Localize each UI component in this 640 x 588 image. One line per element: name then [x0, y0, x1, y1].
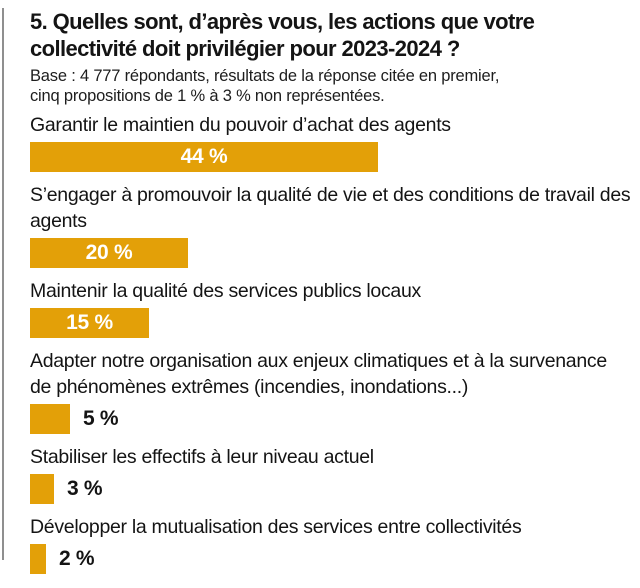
bar — [30, 474, 54, 504]
left-rule — [2, 8, 4, 560]
chart-title: 5. Quelles sont, d’après vous, les actio… — [30, 8, 634, 62]
bar — [30, 544, 46, 574]
category-label: Maintenir la qualité des services public… — [30, 280, 421, 302]
value-label: 2 % — [59, 547, 95, 570]
category-label: Stabiliser les effectifs à leur niveau a… — [30, 446, 374, 468]
bar-line: 15 % — [30, 308, 634, 338]
chart-row: Développer la mutualisation des services… — [30, 514, 634, 574]
chart-row: S’engager à promouvoir la qualité de vie… — [30, 182, 634, 268]
bar-line: 3 % — [30, 474, 634, 504]
value-label: 44 % — [180, 145, 228, 168]
content: 5. Quelles sont, d’après vous, les actio… — [30, 8, 634, 574]
chart-row: Adapter notre organisation aux enjeux cl… — [30, 348, 634, 434]
value-label: 15 % — [66, 311, 113, 334]
category-label: Développer la mutualisation des services… — [30, 516, 522, 538]
chart-subtitle-line-1: Base : 4 777 répondants, résultats de la… — [30, 67, 500, 85]
chart-subtitle: Base : 4 777 répondants, résultats de la… — [30, 66, 634, 106]
value-label: 5 % — [83, 407, 119, 430]
category-label: Garantir le maintien du pouvoir d’achat … — [30, 114, 451, 136]
bar-line: 44 % — [30, 142, 634, 172]
chart-title-line-2: collectivité doit privilégier pour 2023-… — [30, 36, 460, 61]
chart-row: Maintenir la qualité des services public… — [30, 278, 634, 338]
bar-line: 5 % — [30, 404, 634, 434]
bar — [30, 404, 70, 434]
bar-line: 20 % — [30, 238, 634, 268]
chart-row: Garantir le maintien du pouvoir d’achat … — [30, 112, 634, 172]
value-label: 3 % — [67, 477, 103, 500]
chart-row: Stabiliser les effectifs à leur niveau a… — [30, 444, 634, 504]
category-label: Adapter notre organisation aux enjeux cl… — [30, 350, 607, 398]
chart-subtitle-line-2: cinq propositions de 1 % à 3 % non repré… — [30, 87, 385, 105]
value-label: 20 % — [85, 241, 133, 264]
bar: 20 % — [30, 238, 188, 268]
chart-rows: Garantir le maintien du pouvoir d’achat … — [30, 112, 634, 574]
bar-line: 2 % — [30, 544, 634, 574]
bar: 15 % — [30, 308, 149, 338]
bar: 44 % — [30, 142, 378, 172]
category-label: S’engager à promouvoir la qualité de vie… — [30, 184, 631, 232]
chart-title-line-1: 5. Quelles sont, d’après vous, les actio… — [30, 9, 535, 34]
